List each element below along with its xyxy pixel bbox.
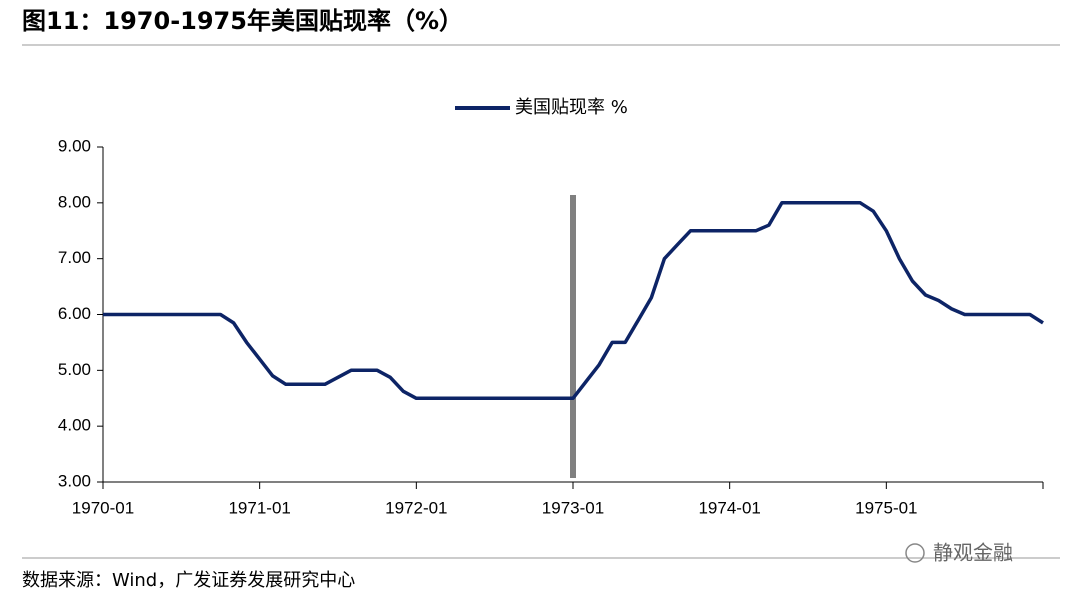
watermark: 静观金融 — [933, 541, 1013, 565]
x-tick-label: 1972-01 — [385, 498, 447, 517]
legend-label: 美国贴现率 % — [515, 97, 628, 118]
y-tick-label: 8.00 — [58, 192, 91, 211]
x-tick-label: 1971-01 — [228, 498, 290, 517]
source: 数据来源：Wind，广发证券发展研究中心 — [22, 570, 355, 591]
x-tick-label: 1975-01 — [855, 498, 917, 517]
x-tick-label: 1974-01 — [698, 498, 760, 517]
series-line — [103, 201, 1044, 401]
y-tick-label: 4.00 — [58, 416, 91, 435]
y-tick-label: 9.00 — [58, 136, 91, 155]
y-tick-label: 5.00 — [58, 360, 91, 379]
y-tick-label: 7.00 — [58, 248, 91, 267]
y-tick-label: 6.00 — [58, 304, 91, 323]
title: 图11：1970-1975年美国贴现率（%） — [22, 7, 463, 35]
x-tick-label: 1970-01 — [72, 498, 134, 517]
watermark-icon — [905, 543, 925, 563]
x-tick-label: 1973-01 — [542, 498, 604, 517]
y-tick-label: 3.00 — [58, 471, 91, 490]
